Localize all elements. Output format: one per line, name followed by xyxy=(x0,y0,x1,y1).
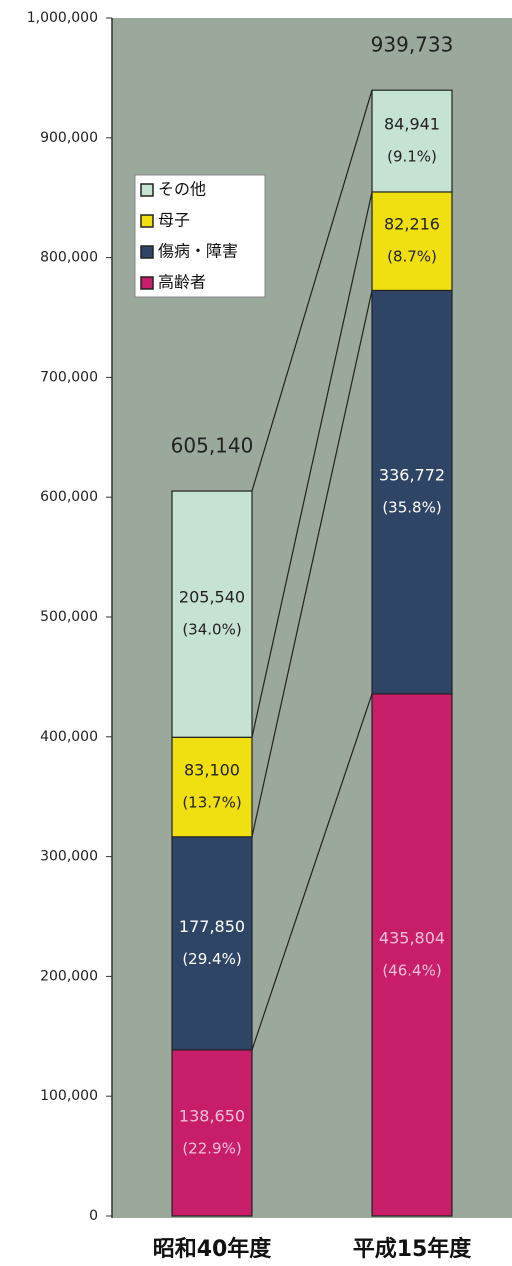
bar-segment xyxy=(371,693,453,1217)
share-label: (29.4%) xyxy=(182,950,241,968)
legend-label: 傷病・障害 xyxy=(158,242,238,261)
y-tick-label: 200,000 xyxy=(40,968,98,984)
total-label: 939,733 xyxy=(371,33,454,57)
share-label: (34.0%) xyxy=(182,621,241,639)
legend-swatch xyxy=(140,276,154,290)
legend xyxy=(134,174,266,298)
legend-swatch xyxy=(140,245,154,259)
value-label: 177,850 xyxy=(179,917,245,936)
y-tick-label: 400,000 xyxy=(40,729,98,745)
value-label: 336,772 xyxy=(379,466,445,485)
value-label: 138,650 xyxy=(179,1106,245,1125)
y-tick-label: 100,000 xyxy=(40,1088,98,1104)
share-label: (13.7%) xyxy=(182,794,241,812)
legend-label: 高齢者 xyxy=(158,273,206,292)
bar-segment xyxy=(371,191,453,292)
x-tick-label: 昭和40年度 xyxy=(153,1236,273,1262)
y-tick-label: 600,000 xyxy=(40,489,98,505)
bar-segment xyxy=(171,736,253,838)
value-label: 82,216 xyxy=(384,215,440,234)
connector xyxy=(251,693,373,1051)
bar-segment xyxy=(171,1049,253,1217)
legend-label: 母子 xyxy=(158,211,190,230)
value-label: 435,804 xyxy=(379,928,445,947)
legend-swatch xyxy=(140,214,154,228)
share-label: (9.1%) xyxy=(387,148,437,166)
legend-swatch xyxy=(140,183,154,197)
value-label: 83,100 xyxy=(184,761,240,780)
x-tick-label: 平成15年度 xyxy=(353,1236,473,1262)
bar-segment xyxy=(171,836,253,1051)
y-tick-label: 800,000 xyxy=(40,250,98,266)
y-tick-label: 1,000,000 xyxy=(27,10,98,26)
y-tick-label: 0 xyxy=(89,1208,98,1224)
connector xyxy=(251,290,373,837)
bar-segment xyxy=(371,289,453,695)
connector xyxy=(251,191,373,738)
y-tick-label: 500,000 xyxy=(40,609,98,625)
share-label: (46.4%) xyxy=(382,961,441,979)
share-label: (8.7%) xyxy=(387,248,437,266)
bar-segment xyxy=(371,89,453,193)
legend-label: その他 xyxy=(158,180,206,199)
total-label: 605,140 xyxy=(171,434,254,458)
value-label: 84,941 xyxy=(384,115,440,134)
share-label: (22.9%) xyxy=(182,1139,241,1157)
y-tick-label: 700,000 xyxy=(40,369,98,385)
share-label: (35.8%) xyxy=(382,499,441,517)
y-tick-label: 300,000 xyxy=(40,849,98,865)
value-label: 205,540 xyxy=(179,588,245,607)
y-tick-label: 900,000 xyxy=(40,130,98,146)
connector xyxy=(251,90,373,492)
bar-segment xyxy=(171,490,253,738)
